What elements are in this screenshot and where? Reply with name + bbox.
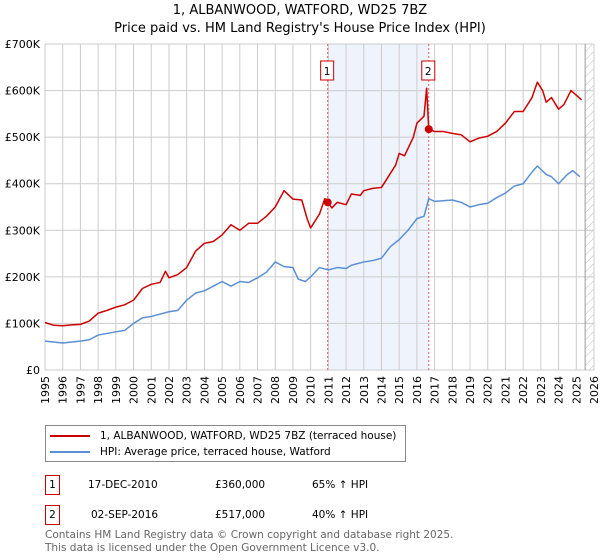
sale-number-badge: 2 (45, 505, 60, 525)
legend-label: HPI: Average price, terraced house, Watf… (100, 446, 331, 458)
x-tick-label: 2020 (482, 376, 495, 404)
title-line-2: Price paid vs. HM Land Registry's House … (114, 21, 486, 36)
y-tick-label: £200K (5, 271, 41, 284)
y-tick-label: £400K (5, 178, 41, 191)
footer-licence: This data is licensed under the Open Gov… (45, 541, 380, 554)
x-tick-label: 2014 (375, 376, 388, 404)
x-tick-label: 2011 (322, 376, 335, 404)
footer: Contains HM Land Registry data © Crown c… (45, 529, 453, 554)
x-tick-label: 2001 (145, 376, 158, 404)
price-chart: 1995 1996 1997 1998 1999 2000 2001 2002 2003 2004… (5, 38, 600, 404)
sale-point (323, 198, 332, 207)
sale-number-badge: 1 (45, 475, 60, 495)
x-tick-label: 1999 (110, 376, 123, 404)
x-tick-label: 2023 (535, 376, 548, 404)
legend-item-hpi: HPI: Average price, terraced house, Watf… (50, 445, 331, 459)
x-tick-label: 2005 (216, 376, 229, 404)
footer-copyright: Contains HM Land Registry data © Crown c… (45, 529, 454, 541)
title-line-1: 1, ALBANWOOD, WATFORD, WD25 7BZ (172, 3, 428, 18)
property-series-line (44, 81, 583, 327)
y-tick-label: £300K (5, 224, 41, 237)
x-tick-label: 1997 (74, 376, 87, 404)
x-tick-label: 2008 (269, 376, 282, 404)
legend-swatch-red (50, 435, 90, 437)
sale-hpi-change: 40% ↑ HPI (312, 509, 369, 521)
x-tick-label: 2026 (588, 376, 600, 404)
x-tick-label: 2025 (570, 376, 583, 404)
x-tick-label: 2003 (181, 376, 194, 404)
sale-label-box (421, 60, 436, 81)
sale-label-box (320, 60, 335, 81)
legend-item-property: 1, ALBANWOOD, WATFORD, WD25 7BZ (terrace… (50, 429, 396, 443)
x-tick-label: 2013 (358, 376, 371, 404)
sale-row: 1 17-DEC-2010 £360,000 65% ↑ HPI (45, 475, 445, 495)
sale-hpi-change: 65% ↑ HPI (312, 479, 369, 491)
x-tick-label: 1998 (92, 376, 105, 404)
sale-price: £360,000 (215, 479, 266, 491)
sale-label: 2 (425, 66, 432, 78)
hpi-series-line (44, 165, 581, 344)
x-tick-label: 2016 (411, 376, 424, 404)
sale-label: 1 (324, 66, 331, 78)
x-tick-label: 2006 (234, 376, 247, 404)
y-tick-label: £500K (5, 131, 41, 144)
shaded-period (327, 44, 429, 370)
x-tick-label: 2009 (287, 376, 300, 404)
x-tick-label: 2015 (393, 376, 406, 404)
x-tick-label: 2017 (429, 376, 442, 404)
x-tick-label: 2010 (305, 376, 318, 404)
x-tick-label: 2012 (340, 376, 353, 404)
legend: 1, ALBANWOOD, WATFORD, WD25 7BZ (terrace… (45, 425, 406, 462)
x-tick-label: 1995 (39, 376, 52, 404)
y-tick-label: £0 (26, 364, 40, 377)
x-tick-label: 2019 (464, 376, 477, 404)
x-tick-label: 1996 (57, 376, 70, 404)
sale-date: 17-DEC-2010 (88, 479, 158, 491)
x-tick-label: 2022 (517, 376, 530, 404)
y-tick-label: £600K (5, 85, 41, 98)
x-tick-label: 2000 (128, 376, 141, 404)
sale-point (424, 125, 433, 134)
legend-label: 1, ALBANWOOD, WATFORD, WD25 7BZ (terrace… (100, 430, 397, 442)
forecast-hatch (585, 44, 594, 370)
x-tick-label: 2021 (499, 376, 512, 404)
sale-date: 02-SEP-2016 (91, 509, 159, 521)
y-tick-label: £100K (5, 317, 41, 330)
x-tick-label: 2004 (198, 376, 211, 404)
x-tick-label: 2007 (252, 376, 265, 404)
x-tick-label: 2024 (553, 376, 566, 404)
x-tick-label: 2002 (163, 376, 176, 404)
chart-title: 1, ALBANWOOD, WATFORD, WD25 7BZ Price pa… (0, 2, 600, 38)
x-tick-label: 2018 (446, 376, 459, 404)
y-tick-label: £700K (5, 38, 41, 51)
sale-price: £517,000 (215, 509, 266, 521)
legend-swatch-blue (50, 451, 90, 453)
sale-row: 2 02-SEP-2016 £517,000 40% ↑ HPI (45, 505, 445, 525)
